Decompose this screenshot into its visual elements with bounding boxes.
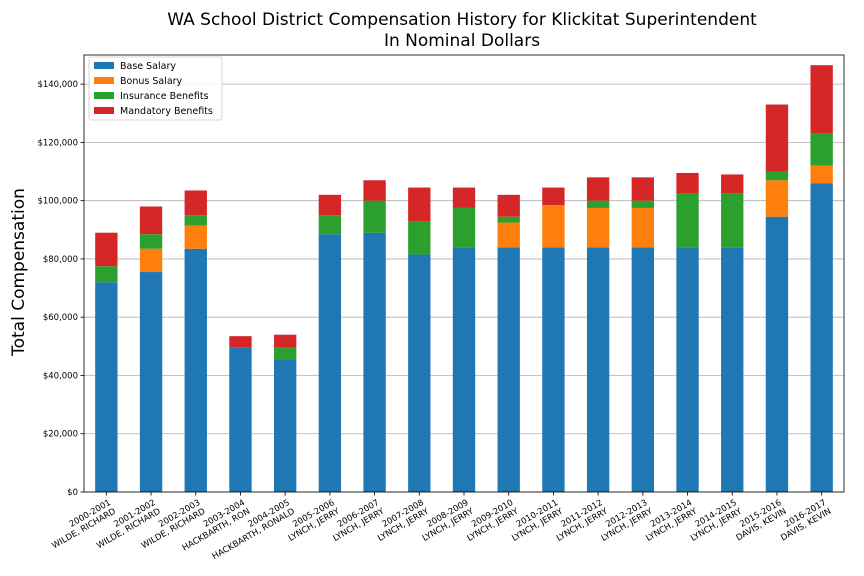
plot-frame [83,54,845,493]
bar-mandatory-benefits [631,177,654,201]
bar-base-salary [721,247,744,492]
bar-insurance-benefits [810,133,833,166]
bar-mandatory-benefits [184,190,207,216]
y-tick-label: $100,000 [37,197,78,207]
chart-title: WA School District Compensation History … [167,10,757,30]
bar-insurance-benefits [95,266,118,283]
bar-mandatory-benefits [586,177,610,201]
bar-mandatory-benefits [721,174,744,194]
bar-bonus-salary [810,165,833,184]
bar-base-salary [676,247,699,492]
bar-base-salary [95,282,118,492]
axes [80,54,845,496]
legend-label: Bonus Salary [120,76,183,87]
bar-bonus-salary [184,225,207,249]
bar-insurance-benefits [139,234,163,249]
bar-insurance-benefits [631,200,654,208]
bar-bonus-salary [542,205,565,248]
bar-bonus-salary [139,248,163,273]
bars [95,65,833,493]
x-tick-label-text: 2016-2017DAVIS, KEVIN [774,498,833,544]
bar-base-salary [139,272,163,492]
bar-mandatory-benefits [274,334,297,348]
y-tick-label: $140,000 [37,80,78,90]
bar-insurance-benefits [274,347,297,360]
bar-base-salary [765,216,789,492]
bar-insurance-benefits [586,200,610,208]
bar-mandatory-benefits [318,194,342,216]
bar-base-salary [274,359,297,492]
bar-insurance-benefits [676,193,699,248]
chart-subtitle: In Nominal Dollars [384,31,540,51]
bar-mandatory-benefits [497,194,520,217]
bar-insurance-benefits [765,171,789,181]
bar-insurance-benefits [363,200,386,233]
y-tick-label: $0 [67,488,78,498]
bar-base-salary [318,234,342,493]
y-tick-label: $60,000 [43,313,78,323]
bar-base-salary [363,232,386,493]
bar-base-salary [542,247,565,492]
bar-bonus-salary [586,207,610,248]
legend: Base Salary Bonus Salary Insurance Benefit… [88,56,223,121]
bar-bonus-salary [497,222,520,248]
bar-base-salary [229,347,252,492]
bar-insurance-benefits [408,221,431,255]
bar-bonus-salary [631,207,654,248]
bar-mandatory-benefits [765,104,789,172]
bar-base-salary [452,247,476,492]
bar-mandatory-benefits [810,65,833,134]
bar-mandatory-benefits [139,206,163,235]
bar-base-salary [497,247,520,492]
bar-mandatory-benefits [229,336,252,348]
y-tick-label: $40,000 [43,371,78,381]
bar-insurance-benefits [452,207,476,248]
legend-swatch [94,62,114,69]
y-tick-label: $80,000 [43,255,78,265]
bar-mandatory-benefits [452,187,476,208]
bar-insurance-benefits [497,216,520,223]
legend-label: Insurance Benefits [120,91,209,102]
bar-base-salary [810,183,833,493]
legend-label: Mandatory Benefits [120,106,213,117]
legend-swatch [94,92,114,99]
bar-mandatory-benefits [95,232,118,267]
legend-label: Base Salary [120,61,176,72]
bar-mandatory-benefits [676,172,699,194]
bar-bonus-salary [765,180,789,217]
bar-base-salary [631,247,654,492]
legend-box [88,56,223,121]
legend-swatch [94,107,114,114]
y-axis-label: Total Compensation [9,188,29,357]
legend-swatch [94,77,114,84]
x-tick-label: 2016-2017DAVIS, KEVIN [774,498,833,544]
bar-base-salary [184,248,207,492]
bar-mandatory-benefits [363,180,386,201]
bar-insurance-benefits [721,193,744,248]
y-tick-labels: $0 $20,000 $40,000 $60,000 $80,000 $100,000 $1… [37,80,78,498]
bar-mandatory-benefits [542,187,565,206]
y-tick-label: $120,000 [37,138,78,148]
bar-mandatory-benefits [408,187,431,222]
y-tick-label: $20,000 [43,430,78,440]
bar-base-salary [408,254,431,492]
bar-base-salary [586,247,610,492]
bar-insurance-benefits [184,215,207,226]
bar-insurance-benefits [318,215,342,235]
